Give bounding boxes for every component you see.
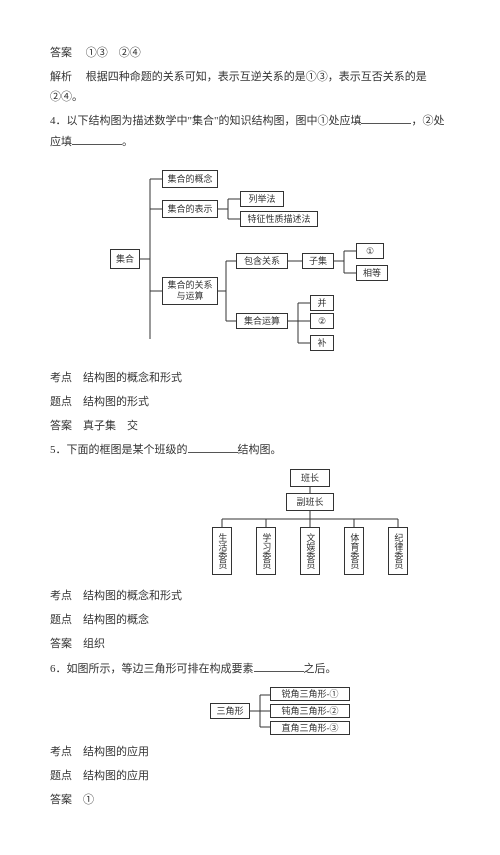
- kaodian-2: 考点 结构图的概念和形式: [50, 587, 450, 607]
- tidian-3: 题点 结构图的应用: [50, 767, 450, 787]
- node-m3: 文娱委员: [300, 527, 320, 575]
- node-tri-a: 锐角三角形-①: [270, 687, 350, 701]
- question-5: 5．下面的框图是某个班级的结构图。: [50, 440, 450, 461]
- class-org-chart: 班长 副班长 生活委员 学习委员 文娱委员 体育委员 纪律委员: [200, 469, 420, 579]
- answer-line-0: 答案 ①③ ②④: [50, 44, 450, 64]
- node-tri-b: 钝角三角形-②: [270, 704, 350, 718]
- blank-3: [188, 440, 238, 453]
- node-c2c: 补: [310, 335, 334, 351]
- value: 根据四种命题的关系可知，表示互逆关系的是①③，表示互否关系的是②④。: [50, 71, 427, 103]
- label: 解析: [50, 71, 72, 83]
- node-b: 集合的表示: [162, 200, 218, 218]
- question-6: 6．如图所示，等边三角形可排在构成要素之后。: [50, 659, 450, 680]
- node-vice: 副班长: [286, 493, 334, 511]
- node-top: 班长: [290, 469, 330, 487]
- sets-structure-diagram: 集合 集合的概念 集合的表示 集合的关系与运算 列举法 特征性质描述法 包含关系…: [110, 161, 420, 361]
- node-b1: 列举法: [240, 191, 284, 207]
- node-c2: 集合运算: [236, 313, 288, 329]
- answer-1: 答案 真子集 交: [50, 417, 450, 437]
- answer-3: 答案 ①: [50, 791, 450, 811]
- tidian-1: 题点 结构图的形式: [50, 393, 450, 413]
- node-c1a: 子集: [302, 253, 334, 269]
- blank-1: [361, 111, 411, 124]
- node-c1a2: 相等: [356, 265, 388, 281]
- node-c: 集合的关系与运算: [162, 277, 218, 305]
- node-c2a: 并: [310, 295, 334, 311]
- blank-4: [254, 659, 304, 672]
- triangle-diagram: 三角形 锐角三角形-① 钝角三角形-② 直角三角形-③: [210, 687, 380, 735]
- node-m5: 纪律委员: [388, 527, 408, 575]
- node-b2: 特征性质描述法: [240, 211, 318, 227]
- node-c1a1: ①: [356, 243, 384, 259]
- blank-2: [72, 132, 122, 145]
- node-m2: 学习委员: [256, 527, 276, 575]
- node-a: 集合的概念: [162, 170, 218, 188]
- kaodian-1: 考点 结构图的概念和形式: [50, 369, 450, 389]
- node-tri-root: 三角形: [210, 703, 250, 719]
- node-c1: 包含关系: [236, 253, 288, 269]
- node-m1: 生活委员: [212, 527, 232, 575]
- value: ①③ ②④: [86, 47, 141, 59]
- node-m4: 体育委员: [344, 527, 364, 575]
- question-4: 4．以下结构图为描述数学中"集合"的知识结构图，图中①处应填，②处应填。: [50, 111, 450, 153]
- answer-2: 答案 组织: [50, 635, 450, 655]
- node-tri-c: 直角三角形-③: [270, 721, 350, 735]
- label: 答案: [50, 47, 72, 59]
- kaodian-3: 考点 结构图的应用: [50, 743, 450, 763]
- analysis-line: 解析 根据四种命题的关系可知，表示互逆关系的是①③，表示互否关系的是②④。: [50, 68, 450, 108]
- node-root: 集合: [110, 249, 140, 269]
- tidian-2: 题点 结构图的概念: [50, 611, 450, 631]
- node-c2b: ②: [310, 313, 334, 329]
